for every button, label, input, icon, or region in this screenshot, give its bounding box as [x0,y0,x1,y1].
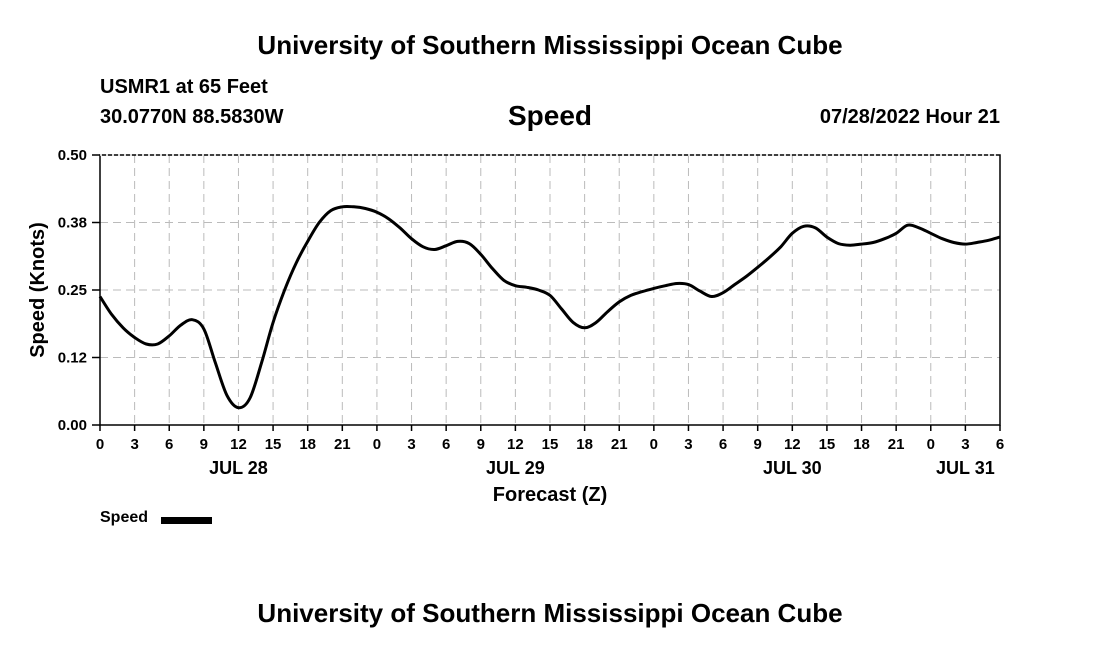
date-label: JUL 29 [486,458,545,478]
x-axis-label: Forecast (Z) [493,484,607,506]
station-coordinates: 30.0770N 88.5830W [100,106,284,128]
x-tick-label: 15 [542,436,559,453]
y-tick-label: 0.00 [58,417,87,434]
x-tick-label: 18 [853,436,870,453]
x-tick-label: 12 [507,436,524,453]
y-tick-label: 0.38 [58,215,87,232]
legend-label: Speed [100,509,149,526]
x-tick-label: 0 [373,436,381,453]
x-tick-label: 9 [477,436,485,453]
date-label: JUL 31 [936,458,995,478]
x-tick-label: 6 [719,436,727,453]
x-tick-label: 6 [165,436,173,453]
station-label: USMR1 at 65 Feet [100,76,268,98]
x-tick-label: 12 [230,436,247,453]
footer-title: University of Southern Mississippi Ocean… [257,598,843,628]
date-label: JUL 28 [209,458,268,478]
legend-swatch [161,517,212,524]
x-tick-label: 9 [200,436,208,453]
x-tick-label: 21 [888,436,905,453]
x-tick-label: 12 [784,436,801,453]
x-tick-label: 3 [407,436,415,453]
x-tick-label: 6 [442,436,450,453]
x-tick-label: 3 [684,436,692,453]
forecast-timestamp: 07/28/2022 Hour 21 [819,106,1000,128]
x-tick-label: 0 [96,436,104,453]
y-tick-label: 0.25 [58,282,87,299]
date-label: JUL 30 [763,458,822,478]
x-tick-label: 9 [754,436,762,453]
x-tick-label: 15 [265,436,282,453]
y-tick-label: 0.50 [58,147,87,164]
x-tick-label: 3 [130,436,138,453]
x-tick-label: 0 [650,436,658,453]
x-tick-label: 21 [611,436,628,453]
x-tick-label: 18 [299,436,316,453]
x-tick-label: 0 [927,436,935,453]
x-tick-label: 18 [576,436,593,453]
grid-lines [100,155,1000,425]
x-tick-label: 6 [996,436,1004,453]
x-tick-label: 21 [334,436,351,453]
x-tick-label: 3 [961,436,969,453]
y-axis-label: Speed (Knots) [27,222,49,358]
chart-title: Speed [507,100,593,131]
y-tick-label: 0.12 [58,350,87,367]
speed-series-line [98,204,1001,410]
axis-ticks: 0 3 6 9 12 15 18 21 0 3 6 9 12 15 18 21 0 3 6 9 12 15 18 21 0 3 6 0… [58,147,1004,478]
page-title: University of Southern Mississippi Ocean… [257,30,843,60]
x-tick-label: 15 [819,436,836,453]
